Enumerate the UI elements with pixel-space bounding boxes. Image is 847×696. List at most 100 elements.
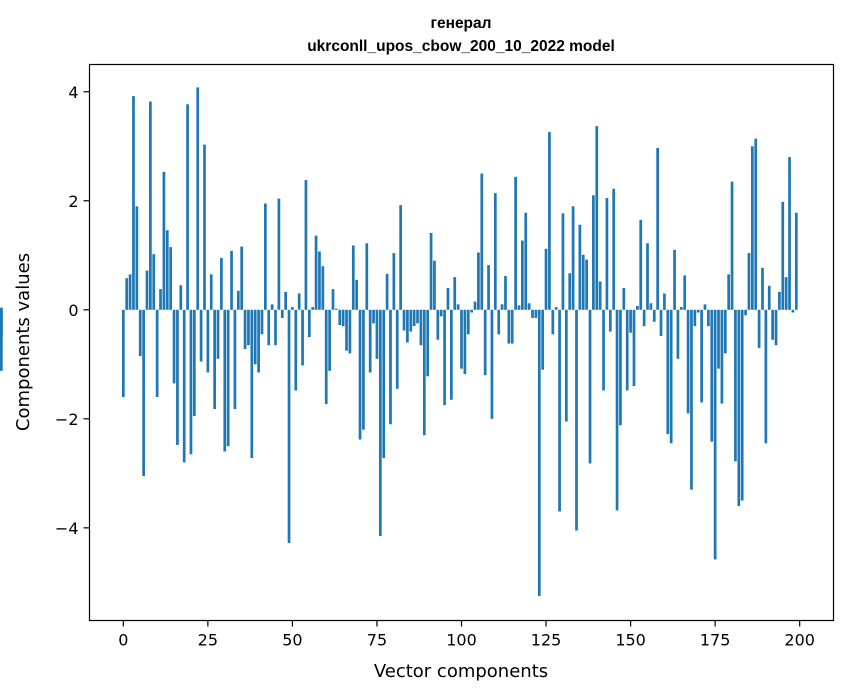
bar	[250, 309, 254, 459]
bar	[196, 87, 200, 310]
x-tick-label: 125	[531, 631, 562, 650]
bar	[264, 203, 267, 310]
bar	[382, 309, 386, 459]
bar	[744, 309, 747, 316]
bar	[541, 309, 545, 370]
bar	[412, 309, 416, 327]
bar	[240, 246, 244, 310]
bar	[169, 247, 173, 310]
bar	[416, 309, 419, 324]
bar	[260, 309, 264, 335]
bar	[649, 303, 653, 310]
bar	[575, 309, 578, 531]
x-tick-label: 150	[615, 631, 646, 650]
bar	[162, 171, 166, 310]
bar	[700, 309, 703, 403]
bar	[324, 309, 328, 405]
bar	[500, 304, 504, 310]
bar	[220, 258, 223, 310]
bar	[368, 309, 372, 373]
bar	[0, 309, 3, 371]
bar	[730, 181, 734, 310]
bar	[585, 259, 588, 310]
bar	[717, 309, 720, 369]
bar	[598, 281, 602, 310]
bar	[544, 248, 548, 310]
bar	[446, 287, 450, 310]
x-tick-label: 75	[367, 631, 387, 650]
bar	[179, 285, 183, 310]
bar	[206, 309, 210, 373]
bar	[274, 309, 277, 346]
bar	[291, 307, 294, 310]
bar	[527, 303, 531, 310]
bar	[504, 276, 507, 310]
bar	[652, 309, 656, 322]
bar	[294, 309, 298, 391]
bar	[470, 309, 473, 313]
bar	[521, 240, 524, 310]
bar	[216, 309, 220, 359]
bar	[595, 126, 599, 310]
bar	[287, 309, 291, 544]
bar	[419, 309, 423, 346]
bar	[605, 198, 609, 310]
bar	[625, 309, 629, 391]
bar	[277, 198, 281, 310]
bar	[510, 309, 514, 344]
chart-title: генерал	[431, 15, 492, 32]
bar	[372, 309, 375, 324]
bar	[663, 293, 666, 310]
bar	[564, 309, 568, 422]
bar	[378, 309, 382, 537]
bar	[135, 206, 139, 310]
bar	[517, 305, 521, 310]
bar	[487, 265, 490, 310]
bar	[314, 235, 318, 310]
y-tick-label: −2	[55, 410, 79, 429]
bar	[490, 309, 494, 419]
bar	[578, 224, 582, 310]
bar	[429, 232, 433, 310]
bar	[740, 309, 744, 501]
bar	[331, 289, 335, 310]
bar	[0, 307, 3, 310]
bar	[149, 101, 152, 310]
bar	[710, 309, 714, 442]
bar	[666, 309, 670, 435]
bar	[466, 309, 470, 335]
bar	[280, 309, 284, 318]
bar	[203, 144, 206, 310]
bar	[507, 309, 511, 344]
bar	[406, 309, 409, 343]
bar	[794, 212, 798, 310]
bar	[629, 309, 632, 333]
bar	[571, 206, 575, 310]
bar	[551, 309, 555, 335]
x-tick-label: 50	[282, 631, 302, 650]
bar	[351, 245, 355, 310]
bar	[355, 279, 359, 310]
bar	[757, 309, 761, 348]
bar	[159, 289, 162, 310]
bar	[402, 309, 406, 331]
y-tick-label: 0	[68, 301, 78, 320]
bar	[389, 309, 392, 425]
bar	[189, 309, 193, 455]
bar	[774, 309, 778, 346]
bar	[165, 230, 169, 310]
bar	[422, 309, 426, 436]
bar	[145, 270, 149, 310]
bar	[554, 307, 558, 310]
x-tick-label: 200	[784, 631, 815, 650]
bar	[615, 309, 619, 511]
bar	[764, 309, 768, 444]
bar	[514, 176, 517, 310]
bar	[284, 291, 287, 310]
bar	[453, 277, 457, 310]
bar	[450, 309, 453, 400]
bar	[257, 309, 260, 373]
bar	[247, 309, 250, 346]
bar	[656, 147, 659, 310]
bar	[646, 243, 649, 310]
